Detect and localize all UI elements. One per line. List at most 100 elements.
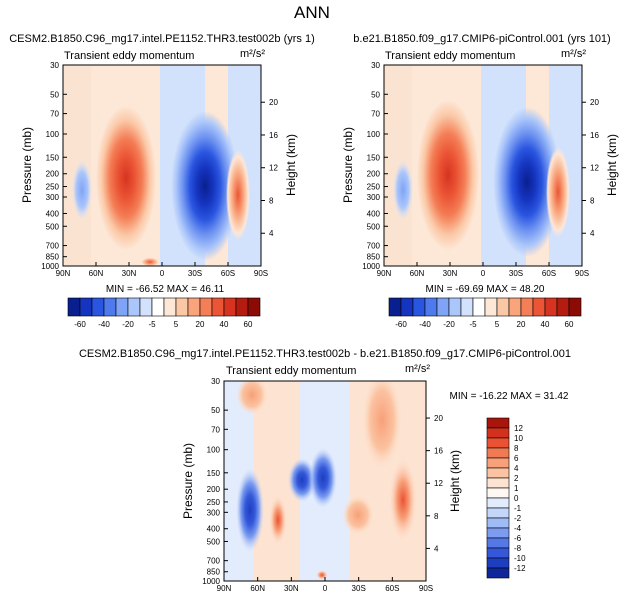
colorbar-label: -8 (514, 544, 522, 553)
y-tick-label: 30 (50, 61, 59, 70)
colorbar-label: 6 (514, 454, 519, 463)
colorbar-label: 4 (514, 464, 519, 473)
y2-tick-label: 12 (269, 164, 278, 173)
y-tick-label: 150 (207, 469, 221, 478)
colorbar-swatch (496, 297, 510, 317)
y-tick-label: 300 (46, 193, 60, 202)
colorbar-panel-a: -60 -40 -20 -5 5 20 40 60 (67, 297, 261, 329)
y-tick-label: 100 (367, 130, 381, 139)
y2-tick-label: 4 (269, 229, 274, 238)
colorbar-label: 12 (514, 424, 523, 433)
panel-b-field (384, 65, 582, 266)
colorbars-layer: -60 -40 -20 -5 5 20 40 60 -60 -40 -20 -5 5 20 40 601210… (67, 297, 582, 579)
colorbar-swatch (151, 297, 165, 317)
panel-a-title: CESM2.B1850.C96_mg17.intel.PE1152.THR3.t… (9, 33, 315, 45)
panel-c-y2label: Height (km) (448, 450, 462, 512)
colorbar-swatch (486, 547, 510, 559)
colorbar-swatch (103, 297, 117, 317)
colorbar-label: 8 (514, 444, 519, 453)
y-tick-label: 700 (367, 242, 381, 251)
x-tick-label: 90N (217, 584, 232, 593)
panel-c-units: m²/s² (405, 363, 430, 375)
y-tick-label: 30 (371, 61, 380, 70)
colorbar-swatch (163, 297, 177, 317)
y-tick-label: 100 (207, 446, 221, 455)
y-tick-label: 300 (367, 193, 381, 202)
colorbar-label: 60 (565, 320, 574, 329)
panel-a-field (63, 65, 261, 266)
panel-a-units: m²/s² (240, 48, 265, 60)
colorbar-label: 60 (244, 320, 253, 329)
y-tick-label: 300 (207, 508, 221, 517)
colorbar-label: 20 (517, 320, 526, 329)
colorbar-label: 40 (541, 320, 550, 329)
panel-c-stats: MIN = -16.22 MAX = 31.42 (450, 391, 569, 402)
axes-layer: 90N 60N 30N 0 30S 60S 90S305070100150200250300… (41, 61, 599, 593)
colorbar-swatch (211, 297, 225, 317)
x-tick-label: 30N (122, 269, 137, 278)
x-tick-label: 30N (284, 584, 299, 593)
x-tick-label: 30S (509, 269, 523, 278)
colorbar-swatch (472, 297, 486, 317)
y-tick-label: 1000 (41, 262, 59, 271)
y-tick-label: 30 (211, 377, 220, 386)
panel-b-stats: MIN = -69.69 MAX = 48.20 (426, 284, 545, 295)
colorbar-swatch (486, 457, 510, 469)
colorbar-swatch (175, 297, 189, 317)
y-tick-label: 70 (50, 110, 59, 119)
y-tick-label: 850 (207, 568, 221, 577)
x-tick-label: 90S (575, 269, 589, 278)
y-tick-label: 150 (367, 153, 381, 162)
colorbar-label: -5 (148, 320, 156, 329)
y-tick-label: 850 (46, 253, 60, 262)
y-tick-label: 250 (46, 183, 60, 192)
colorbar-swatch (486, 417, 510, 429)
panel-a: CESM2.B1850.C96_mg17.intel.PE1152.THR3.t… (9, 33, 315, 295)
panel-c-ylabel: Pressure (mb) (181, 443, 195, 519)
y2-tick-label: 16 (590, 131, 599, 140)
panel-2-axes: 90N 60N 30N 0 30S 60S 90S 30 50 70 100 150 200 250300… (202, 377, 443, 593)
colorbar-swatch (486, 477, 510, 489)
panel-c-title: CESM2.B1850.C96_mg17.intel.PE1152.THR3.t… (79, 348, 571, 360)
panel-c-field (224, 381, 426, 581)
colorbar-swatch (486, 437, 510, 449)
colorbar-swatch (412, 297, 426, 317)
colorbar-swatch (556, 297, 570, 317)
colorbar-label: 0 (514, 494, 519, 503)
colorbar-label: -4 (514, 524, 522, 533)
y-tick-label: 1000 (202, 577, 220, 586)
y-tick-label: 250 (207, 498, 221, 507)
colorbar-label: 5 (174, 320, 179, 329)
colorbar-swatch (199, 297, 213, 317)
colorbar-panel-b: -60 -40 -20 -5 5 20 40 60 (388, 297, 582, 329)
y2-tick-label: 4 (434, 544, 439, 553)
y2-tick-label: 12 (434, 479, 443, 488)
x-tick-label: 60S (542, 269, 556, 278)
colorbar-swatch (436, 297, 450, 317)
y-tick-label: 50 (211, 406, 220, 415)
colorbar-swatch (508, 297, 522, 317)
colorbar-swatch (424, 297, 438, 317)
panel-b-y2label: Height (km) (605, 134, 619, 196)
colorbar-label: -20 (122, 320, 134, 329)
panel-c: CESM2.B1850.C96_mg17.intel.PE1152.THR3.t… (79, 348, 571, 582)
panel-c-left-label: Transient eddy momentum (226, 365, 356, 377)
colorbar-swatch (187, 297, 201, 317)
x-tick-label: 60N (410, 269, 425, 278)
panel-a-ylabel: Pressure (mb) (20, 127, 34, 203)
y-tick-label: 500 (46, 222, 60, 231)
x-tick-label: 0 (323, 584, 328, 593)
panel-a-left-label: Transient eddy momentum (64, 50, 194, 62)
colorbar-label: -60 (395, 320, 407, 329)
y-tick-label: 50 (371, 90, 380, 99)
y-tick-label: 500 (207, 537, 221, 546)
colorbar-swatch (388, 297, 402, 317)
panel-1-axes: 90N 60N 30N 0 30S 60S 90S 30 50 70 100 150 200 250300… (362, 61, 599, 278)
colorbar-label: -40 (98, 320, 110, 329)
y-tick-label: 400 (46, 209, 60, 218)
y-tick-label: 700 (46, 242, 60, 251)
colorbar-label: -60 (74, 320, 86, 329)
x-tick-label: 90N (56, 269, 71, 278)
